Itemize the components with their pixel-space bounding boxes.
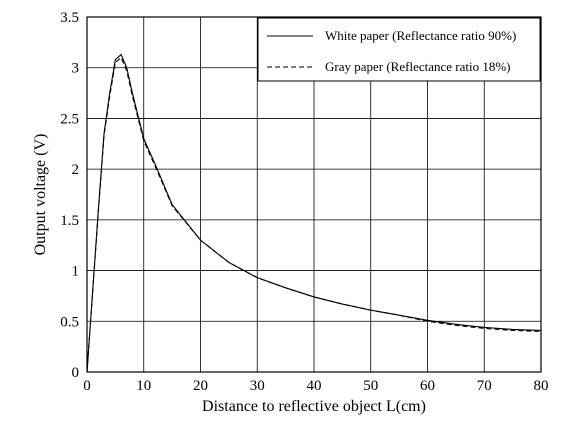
legend: White paper (Reflectance ratio 90%) Gray…	[257, 17, 541, 82]
y-tick-label: 2.5	[60, 111, 79, 127]
legend-box	[257, 17, 541, 82]
legend-label-white-paper: White paper (Reflectance ratio 90%)	[325, 28, 516, 43]
x-tick-label: 30	[250, 378, 265, 394]
y-tick-label: 0.5	[60, 314, 79, 330]
y-axis-label: Output voltage (V)	[32, 134, 49, 256]
y-tick-label: 3	[72, 61, 80, 77]
x-axis-label: Distance to reflective object L(cm)	[202, 398, 426, 415]
plot-area-frame	[86, 16, 542, 373]
y-tick-label: 0	[72, 365, 80, 381]
series-line-gray-paper	[86, 56, 542, 373]
x-tick-label: 10	[136, 378, 151, 394]
x-tick-label: 0	[83, 378, 91, 394]
legend-label-gray-paper: Gray paper (Reflectance ratio 18%)	[325, 59, 511, 74]
x-axis-ticks: 0 10 20 30 40 50 60 70 80	[83, 378, 548, 394]
y-tick-label: 3.5	[60, 10, 79, 26]
y-tick-label: 1.5	[60, 213, 79, 229]
x-tick-label: 40	[307, 378, 322, 394]
x-tick-label: 60	[420, 378, 435, 394]
y-tick-label: 1	[72, 264, 80, 280]
x-tick-label: 80	[534, 378, 549, 394]
x-tick-label: 70	[477, 378, 492, 394]
y-axis-ticks: 0 0.5 1 1.5 2 2.5 3 3.5	[60, 10, 79, 381]
x-tick-label: 50	[363, 378, 378, 394]
x-tick-label: 20	[193, 378, 208, 394]
y-tick-label: 2	[72, 162, 80, 178]
series-lines	[86, 53, 542, 373]
